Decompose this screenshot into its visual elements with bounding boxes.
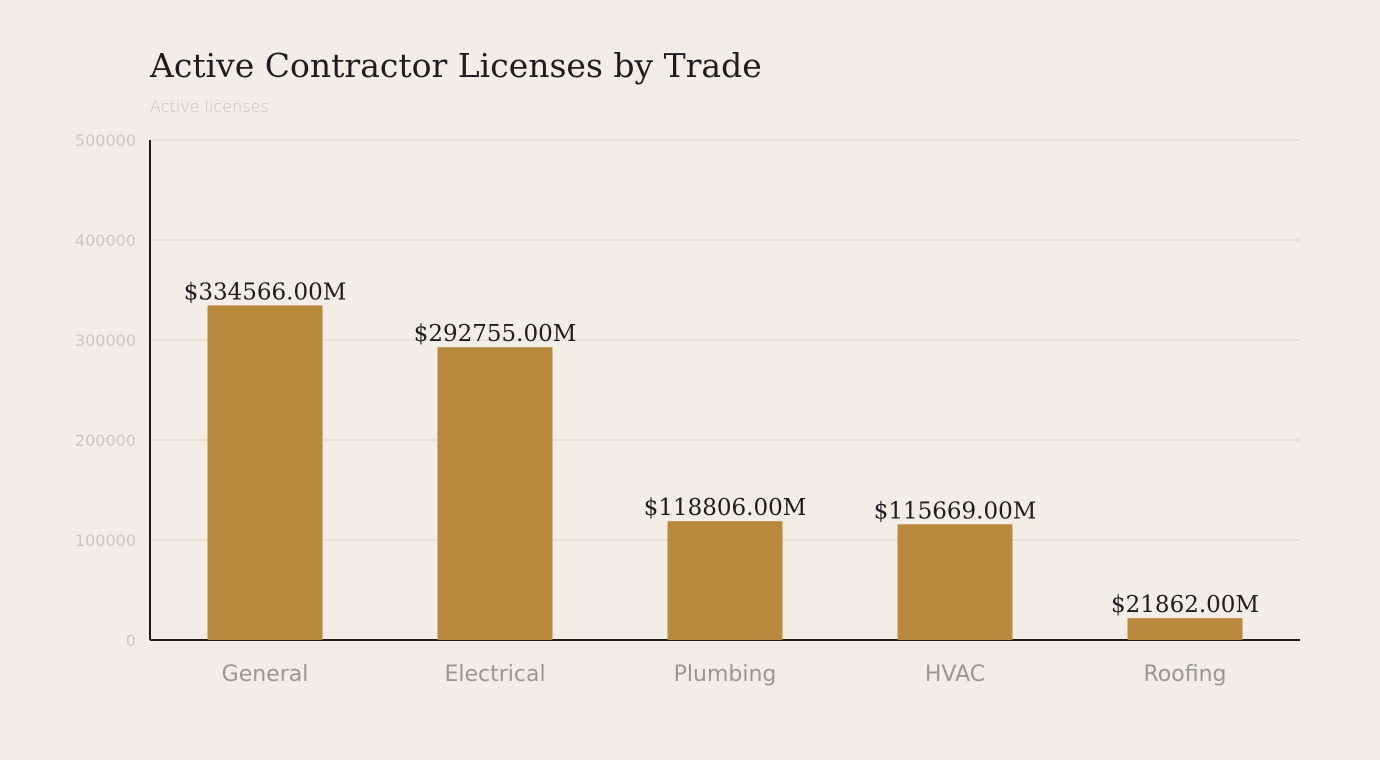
x-tick-label: Plumbing [674, 662, 777, 687]
x-tick-label: HVAC [925, 662, 985, 687]
y-tick-label: 100000 [75, 531, 136, 550]
x-tick-label: General [222, 662, 309, 687]
bar [1127, 618, 1243, 640]
y-tick-label: 500000 [75, 131, 136, 150]
data-label: $118806.00M [644, 495, 807, 521]
data-label: $334566.00M [184, 279, 347, 305]
x-tick-label: Roofing [1144, 662, 1227, 687]
y-tick-label: 200000 [75, 431, 136, 450]
chart-subtitle: Active licenses [150, 97, 269, 116]
data-label: $115669.00M [874, 498, 1037, 524]
bar [437, 347, 553, 640]
y-tick-label: 0 [126, 631, 136, 650]
data-label: $21862.00M [1111, 592, 1259, 618]
x-tick-label: Electrical [444, 662, 545, 687]
bar [667, 521, 783, 640]
chart-title: Active Contractor Licenses by Trade [150, 46, 762, 85]
y-tick-label: 400000 [75, 231, 136, 250]
bar [207, 305, 323, 640]
data-label: $292755.00M [414, 321, 577, 347]
y-tick-label: 300000 [75, 331, 136, 350]
bar [897, 524, 1013, 640]
